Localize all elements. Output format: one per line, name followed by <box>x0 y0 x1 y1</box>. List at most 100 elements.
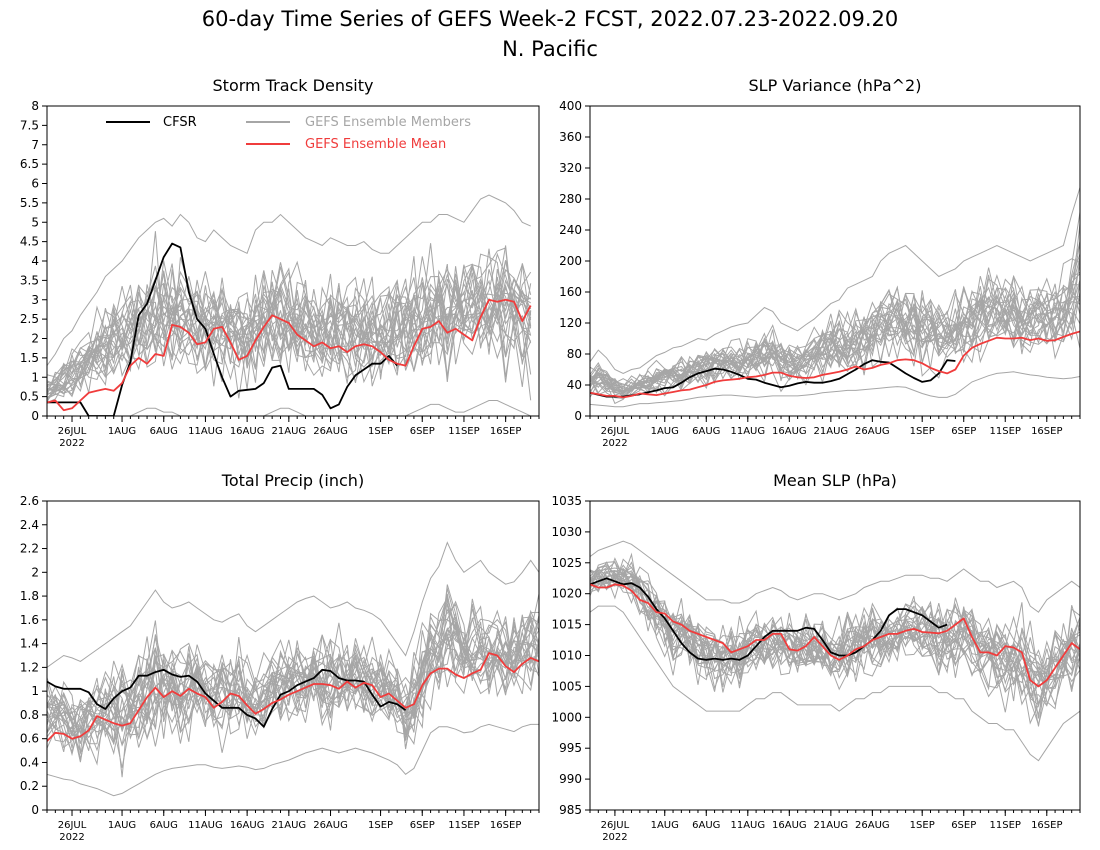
total-precip-panel: Total Precip (inch) 0 0.2 0.4 0.6 0.8 1 1.2 1.4 1… <box>20 471 540 843</box>
y-tick-label: 5.5 <box>20 196 39 210</box>
ensemble-member-line <box>590 241 1080 396</box>
cfsr-line <box>47 242 398 416</box>
x-tick-year-label: 2022 <box>59 832 84 843</box>
y-tick-label: 1 <box>31 370 39 384</box>
x-tick-year-label: 2022 <box>59 438 84 449</box>
ensemble-member-line <box>590 371 1080 408</box>
y-tick-label: 1010 <box>551 649 582 663</box>
legend-members-label: GEFS Ensemble Members <box>305 115 471 130</box>
y-tick-label: 40 <box>567 378 582 392</box>
x-tick-label: 6AUG <box>150 820 178 831</box>
cfsr-line <box>590 577 948 661</box>
x-tick-label: 26AUG <box>855 426 890 437</box>
plot-area <box>590 187 1080 408</box>
ensemble-member-line <box>47 584 539 744</box>
y-tick-label: 1025 <box>551 556 582 570</box>
y-tick-label: 1.4 <box>20 637 39 651</box>
x-tick-year-label: 2022 <box>602 832 627 843</box>
y-tick-label: 2.4 <box>20 518 39 532</box>
x-tick-label: 16SEP <box>490 820 521 831</box>
y-tick-label: 280 <box>559 192 582 206</box>
y-tick-label: 0.2 <box>20 779 39 793</box>
y-tick-label: 4.5 <box>20 235 39 249</box>
x-tick-label: 16SEP <box>490 426 521 437</box>
x-tick-label: 1SEP <box>368 426 393 437</box>
ensemble-member-line <box>47 593 539 752</box>
x-tick-label: 6AUG <box>692 820 720 831</box>
y-tick-label: 0 <box>31 803 39 817</box>
ensemble-member-line <box>590 567 1080 727</box>
ensemble-member-line <box>590 570 1080 717</box>
x-tick-label: 26JUL <box>58 426 87 437</box>
y-tick-label: 995 <box>559 741 582 755</box>
y-tick-label: 990 <box>559 772 582 786</box>
ensemble-member-line <box>47 256 532 395</box>
x-tick-label: 26AUG <box>313 426 348 437</box>
y-tick-label: 1005 <box>551 679 582 693</box>
y-tick-label: 1000 <box>551 710 582 724</box>
y-tick-label: 0 <box>574 409 582 423</box>
legend-mean-label: GEFS Ensemble Mean <box>305 137 446 152</box>
ensemble-member-line <box>47 260 532 387</box>
y-tick-label: 6 <box>31 177 39 191</box>
ensemble-member-line <box>47 268 532 391</box>
ensemble-member-line <box>590 264 1080 393</box>
ensemble-member-line <box>47 260 532 394</box>
x-tick-label: 6AUG <box>692 426 720 437</box>
y-tick-label: 985 <box>559 803 582 817</box>
ensemble-member-line <box>590 296 1080 397</box>
ensemble-member-line <box>590 561 1080 727</box>
y-tick-label: 0 <box>31 409 39 423</box>
y-tick-label: 7 <box>31 138 39 152</box>
ensemble-member-line <box>47 260 532 400</box>
y-tick-label: 0.5 <box>20 390 39 404</box>
figure-subtitle: N. Pacific <box>502 37 598 61</box>
y-tick-label: 1.6 <box>20 613 39 627</box>
x-tick-label: 11AUG <box>188 426 223 437</box>
y-tick-label: 2.5 <box>20 312 39 326</box>
x-tick-label: 11SEP <box>990 426 1021 437</box>
y-tick-label: 3 <box>31 293 39 307</box>
cfsr-line <box>590 359 956 398</box>
y-tick-label: 1015 <box>551 618 582 632</box>
y-tick-label: 0.4 <box>20 755 39 769</box>
y-tick-label: 400 <box>559 99 582 113</box>
panel-title: SLP Variance (hPa^2) <box>749 76 922 95</box>
y-tick-label: 120 <box>559 316 582 330</box>
x-tick-label: 1AUG <box>108 820 136 831</box>
y-tick-label: 0.6 <box>20 732 39 746</box>
x-tick-label: 21AUG <box>814 426 849 437</box>
ensemble-member-line <box>47 263 532 390</box>
y-tick-label: 1030 <box>551 525 582 539</box>
x-tick-label: 6SEP <box>951 426 976 437</box>
x-tick-label: 11SEP <box>448 820 479 831</box>
y-tick-label: 0.8 <box>20 708 39 722</box>
ensemble-member-line <box>590 605 1080 762</box>
x-tick-label: 16AUG <box>230 426 265 437</box>
x-tick-label: 6SEP <box>410 426 435 437</box>
ensemble-member-line <box>47 599 539 753</box>
cfsr-line <box>47 668 407 728</box>
x-tick-label: 21AUG <box>272 426 307 437</box>
x-tick-label: 26JUL <box>58 820 87 831</box>
x-tick-label: 26JUL <box>601 820 630 831</box>
y-tick-label: 3.5 <box>20 273 39 287</box>
ensemble-member-line <box>47 194 531 366</box>
ensemble-member-line <box>590 540 1080 613</box>
plot-area <box>47 194 532 416</box>
ensemble-member-line <box>47 263 531 392</box>
x-tick-label: 16SEP <box>1031 426 1062 437</box>
mean-slp-panel: Mean SLP (hPa) 985 990 995 1000 1005 1010 1015 1… <box>551 471 1081 843</box>
ensemble-mean-line <box>590 583 1080 688</box>
y-tick-label: 80 <box>567 347 582 361</box>
ensemble-mean-line <box>590 330 1080 399</box>
y-tick-label: 360 <box>559 130 582 144</box>
ensemble-member-line <box>47 245 532 398</box>
x-tick-label: 26AUG <box>313 820 348 831</box>
legend-cfsr-label: CFSR <box>163 115 197 130</box>
ensemble-member-line <box>47 588 539 749</box>
x-tick-label: 16SEP <box>1031 820 1062 831</box>
ensemble-member-line <box>47 269 531 395</box>
x-tick-label: 1AUG <box>108 426 136 437</box>
